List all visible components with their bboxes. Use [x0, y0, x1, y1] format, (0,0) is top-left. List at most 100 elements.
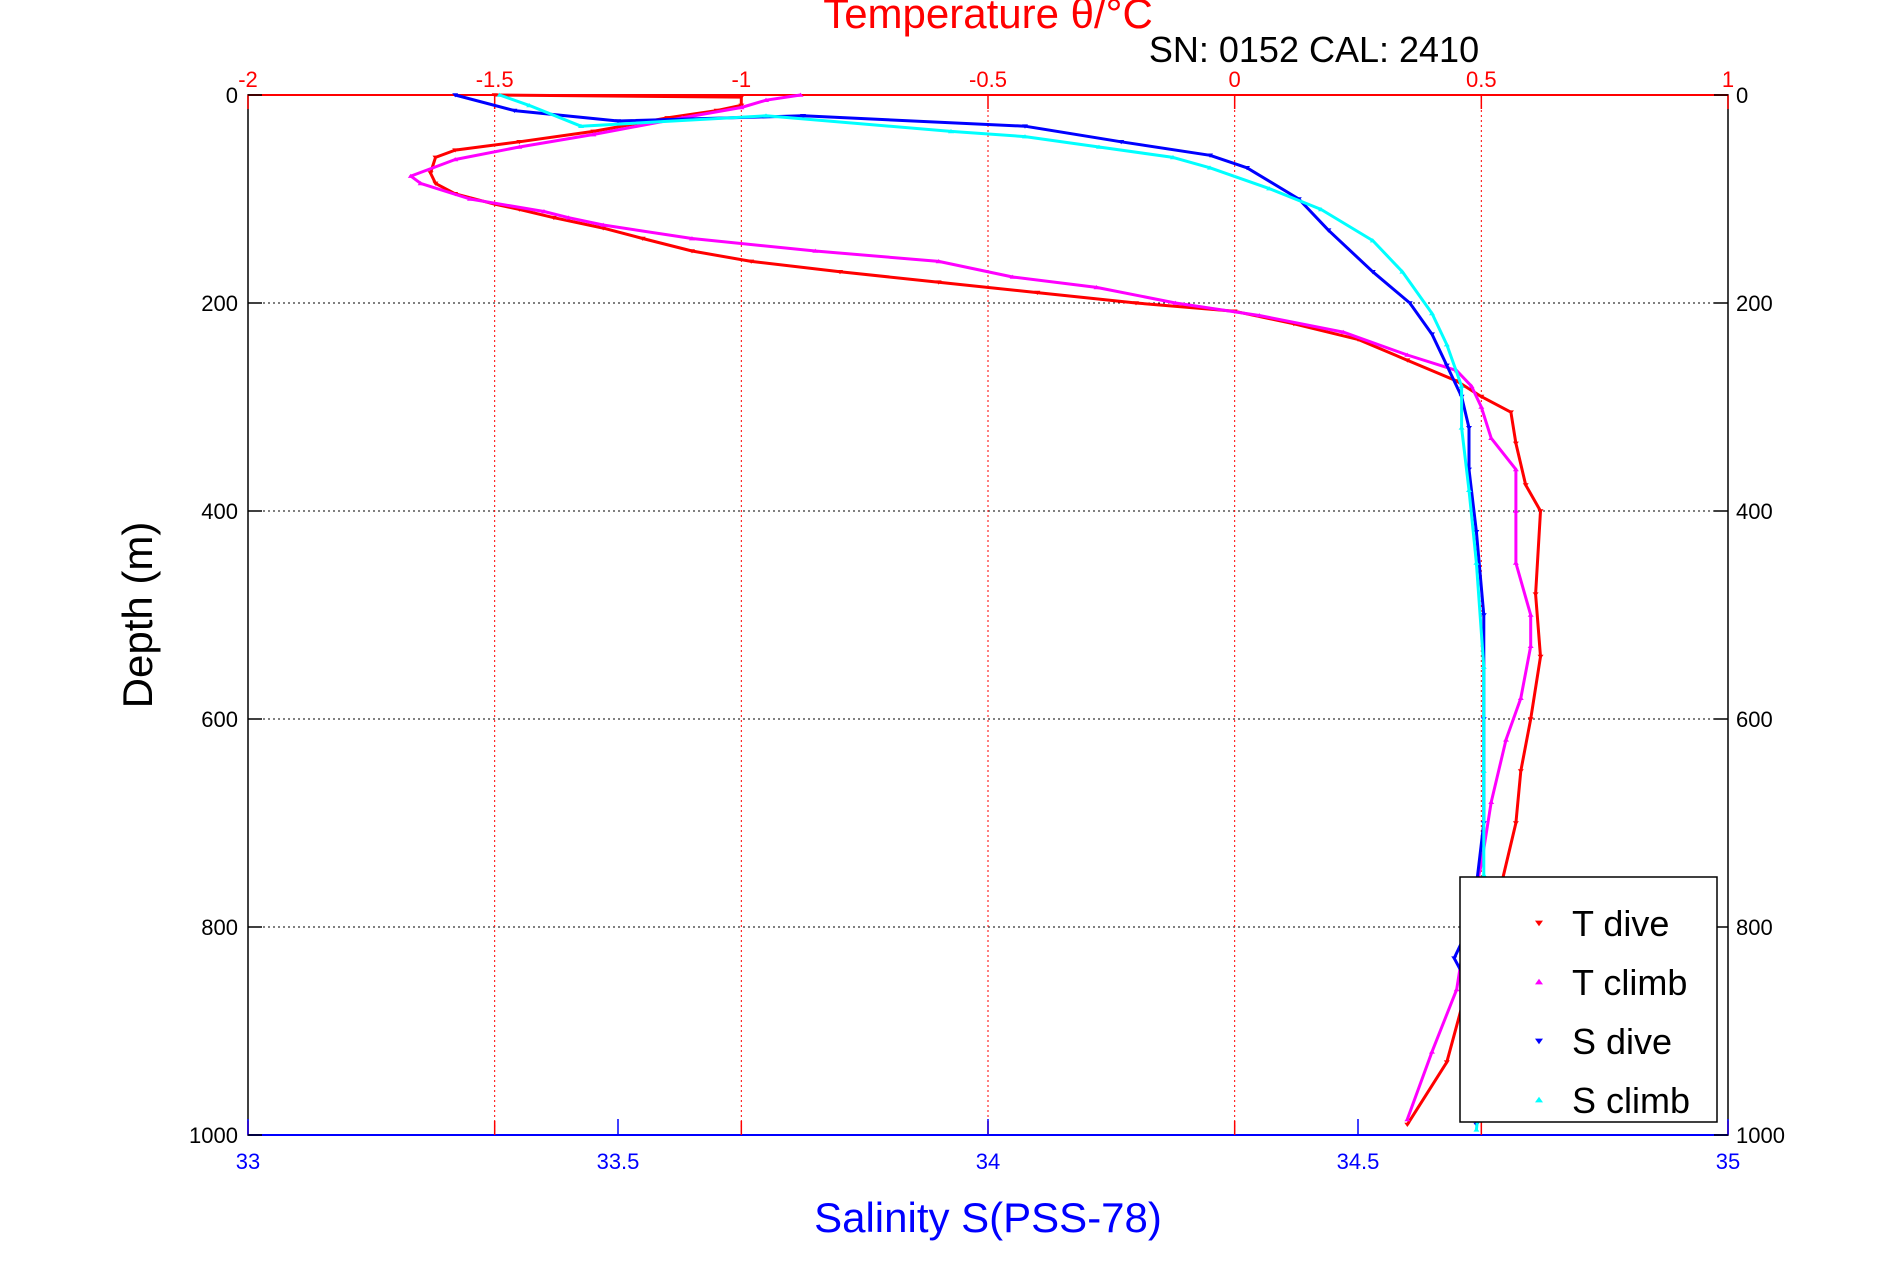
data-point-t-dive — [1034, 290, 1041, 295]
data-point-t-climb — [689, 236, 695, 241]
temperature-tick-label: -1 — [732, 67, 752, 92]
data-point-s-climb — [1466, 487, 1472, 492]
depth-tick-label-left: 800 — [201, 915, 238, 940]
data-point-s-dive — [1244, 166, 1250, 171]
temperature-tick-label: -2 — [238, 67, 258, 92]
data-point-s-climb — [948, 129, 954, 134]
temperature-tick-label: -1.5 — [476, 67, 514, 92]
data-point-s-dive — [1473, 530, 1480, 535]
legend-label-t-climb: T climb — [1572, 962, 1687, 1003]
data-point-s-dive — [1443, 363, 1450, 368]
temperature-tick-label: 1 — [1722, 67, 1734, 92]
series-s-climb — [496, 92, 1487, 1132]
chart-title: Temperature θ/°C — [823, 0, 1153, 37]
depth-tick-label-right: 600 — [1736, 707, 1773, 732]
data-point-t-climb — [738, 105, 745, 110]
data-point-t-dive — [748, 259, 755, 264]
data-point-t-dive — [935, 280, 942, 285]
temperature-tick-label: 0.5 — [1466, 67, 1497, 92]
data-point-s-climb — [1022, 134, 1028, 139]
legend-box — [1459, 876, 1718, 1123]
x-axis-label: Salinity S(PSS-78) — [814, 1194, 1162, 1241]
data-point-t-climb — [1512, 560, 1519, 565]
data-point-t-dive — [1537, 654, 1544, 659]
data-point-t-climb — [1517, 695, 1524, 700]
data-point-s-climb — [1318, 207, 1324, 212]
data-point-t-dive — [452, 148, 459, 153]
salinity-tick-label: 34 — [976, 1149, 1000, 1174]
depth-tick-label-right: 1000 — [1736, 1123, 1785, 1148]
legend-label-t-dive: T dive — [1572, 903, 1669, 944]
data-point-s-climb — [1473, 560, 1480, 565]
depth-tick-label-right: 800 — [1736, 915, 1773, 940]
data-point-t-climb — [1503, 737, 1509, 742]
chart-subtitle: SN: 0152 CAL: 2410 — [1149, 29, 1479, 70]
data-point-t-climb — [1256, 313, 1263, 318]
data-point-s-dive — [1118, 140, 1125, 145]
data-point-t-climb — [516, 144, 523, 149]
depth-tick-label-left: 600 — [201, 707, 238, 732]
data-point-t-dive — [600, 226, 607, 231]
data-point-t-climb — [1009, 274, 1016, 279]
data-point-t-dive — [837, 270, 843, 275]
depth-tick-label-left: 1000 — [189, 1123, 238, 1148]
data-point-s-climb — [1458, 425, 1465, 430]
data-point-s-dive — [1480, 613, 1487, 618]
depth-tick-label-left: 400 — [201, 499, 238, 524]
data-point-t-climb — [1172, 300, 1179, 305]
data-point-t-dive — [1507, 410, 1514, 415]
data-point-s-dive — [1406, 301, 1413, 306]
salinity-tick-label: 33 — [236, 1149, 260, 1174]
legend-marker-s-climb — [1535, 1096, 1543, 1103]
data-point-s-climb — [763, 113, 769, 118]
data-point-t-dive — [1443, 1060, 1450, 1065]
depth-tick-label-right: 400 — [1736, 499, 1773, 524]
data-point-s-climb — [1473, 1127, 1480, 1132]
data-point-t-dive — [1404, 358, 1411, 363]
data-point-t-climb — [1478, 404, 1485, 409]
data-point-t-dive — [590, 129, 597, 134]
data-point-t-climb — [1404, 1117, 1411, 1122]
data-point-t-dive — [689, 249, 695, 254]
depth-tick-label-left: 0 — [226, 83, 238, 108]
data-point-t-climb — [1468, 383, 1475, 388]
data-point-s-dive — [511, 108, 518, 113]
data-point-s-dive — [800, 114, 806, 119]
legend: T dive T climb S dive S climb — [1459, 876, 1718, 1123]
data-point-s-dive — [1022, 124, 1028, 129]
data-point-t-dive — [1527, 717, 1534, 722]
data-point-t-climb — [452, 157, 459, 162]
data-point-t-climb — [1527, 643, 1534, 648]
data-point-t-climb — [600, 222, 607, 227]
temperature-tick-label: -0.5 — [969, 67, 1007, 92]
legend-marker-t-dive — [1535, 920, 1543, 927]
data-point-t-climb — [1512, 467, 1519, 472]
data-point-s-climb — [1429, 311, 1435, 316]
data-point-t-dive — [1133, 301, 1139, 306]
depth-tick-label-right: 0 — [1736, 83, 1748, 108]
data-point-t-dive — [738, 95, 745, 100]
data-point-s-climb — [1480, 768, 1487, 773]
data-point-t-climb — [417, 181, 424, 186]
depth-tick-label-right: 200 — [1736, 291, 1773, 316]
data-point-t-climb — [565, 215, 572, 220]
data-point-s-dive — [1325, 228, 1332, 233]
data-point-s-climb — [1096, 144, 1102, 149]
depth-tick-label-left: 200 — [201, 291, 238, 316]
legend-marker-s-dive — [1535, 1038, 1543, 1045]
data-point-t-climb — [541, 209, 547, 214]
data-point-t-dive — [1512, 821, 1519, 826]
salinity-tick-label: 35 — [1716, 1149, 1740, 1174]
data-point-t-climb — [812, 248, 819, 253]
data-point-t-climb — [407, 173, 414, 178]
data-point-s-dive — [1429, 332, 1435, 337]
data-point-t-climb — [1404, 352, 1411, 357]
y-axis-label: Depth (m) — [114, 522, 161, 709]
data-point-t-dive — [1537, 509, 1544, 514]
data-point-s-dive — [615, 119, 621, 124]
data-point-t-climb — [1512, 508, 1519, 513]
data-point-s-climb — [1458, 383, 1465, 388]
data-point-s-climb — [1480, 664, 1487, 669]
data-point-t-climb — [1340, 329, 1347, 334]
data-point-s-climb — [1170, 155, 1176, 160]
